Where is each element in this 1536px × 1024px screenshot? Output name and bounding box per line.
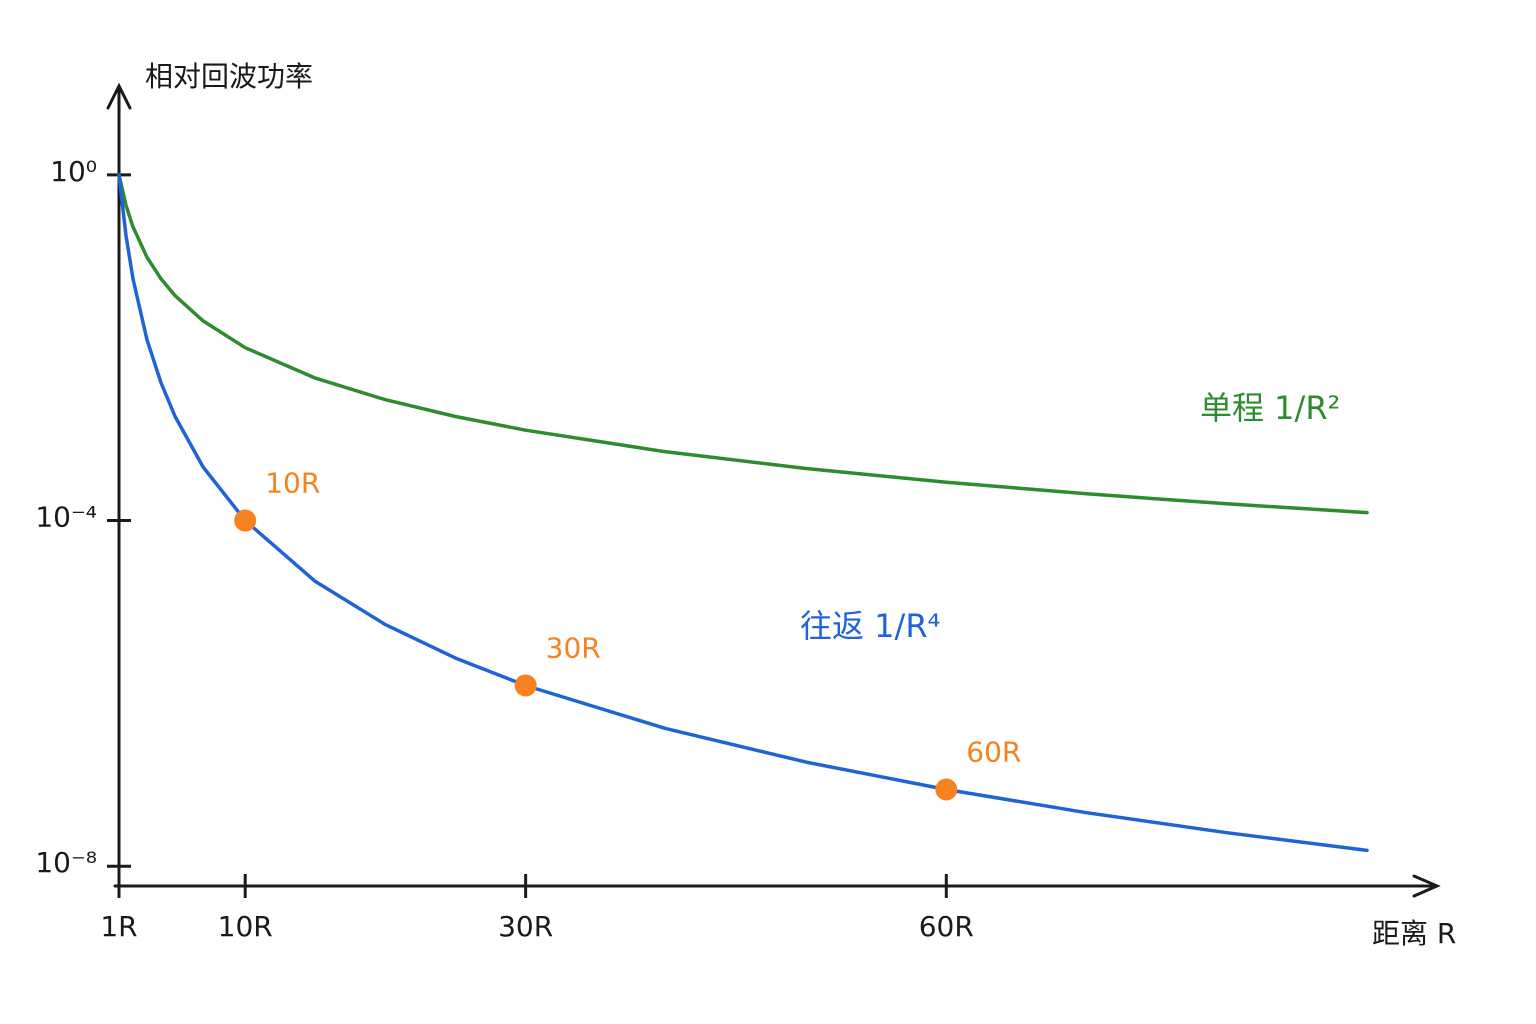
series-label: 单程 1/R² <box>1200 389 1340 427</box>
y-axis-label: 相对回波功率 <box>145 60 313 93</box>
x-axis-arrow <box>1412 874 1441 898</box>
x-tick-label: 1R <box>100 910 137 943</box>
highlight-point <box>234 509 257 532</box>
x-tick-label: 30R <box>498 910 553 943</box>
y-tick-label: 10⁻⁴ <box>35 501 97 534</box>
highlight-label: 30R <box>546 631 601 664</box>
highlight-point <box>514 674 537 697</box>
highlight-label: 10R <box>265 467 320 500</box>
highlight-label: 60R <box>966 736 1021 769</box>
highlight-point <box>935 778 958 801</box>
y-tick-label: 10⁰ <box>50 155 97 188</box>
x-tick-label: 10R <box>218 910 273 943</box>
x-tick-label: 60R <box>919 910 974 943</box>
series-line <box>117 173 1369 515</box>
y-axis-arrow <box>106 82 132 110</box>
x-axis-label: 距离 R <box>1372 917 1456 950</box>
series-line <box>117 173 1369 853</box>
series-label: 往返 1/R⁴ <box>800 607 940 645</box>
y-tick-label: 10⁻⁸ <box>35 846 97 879</box>
